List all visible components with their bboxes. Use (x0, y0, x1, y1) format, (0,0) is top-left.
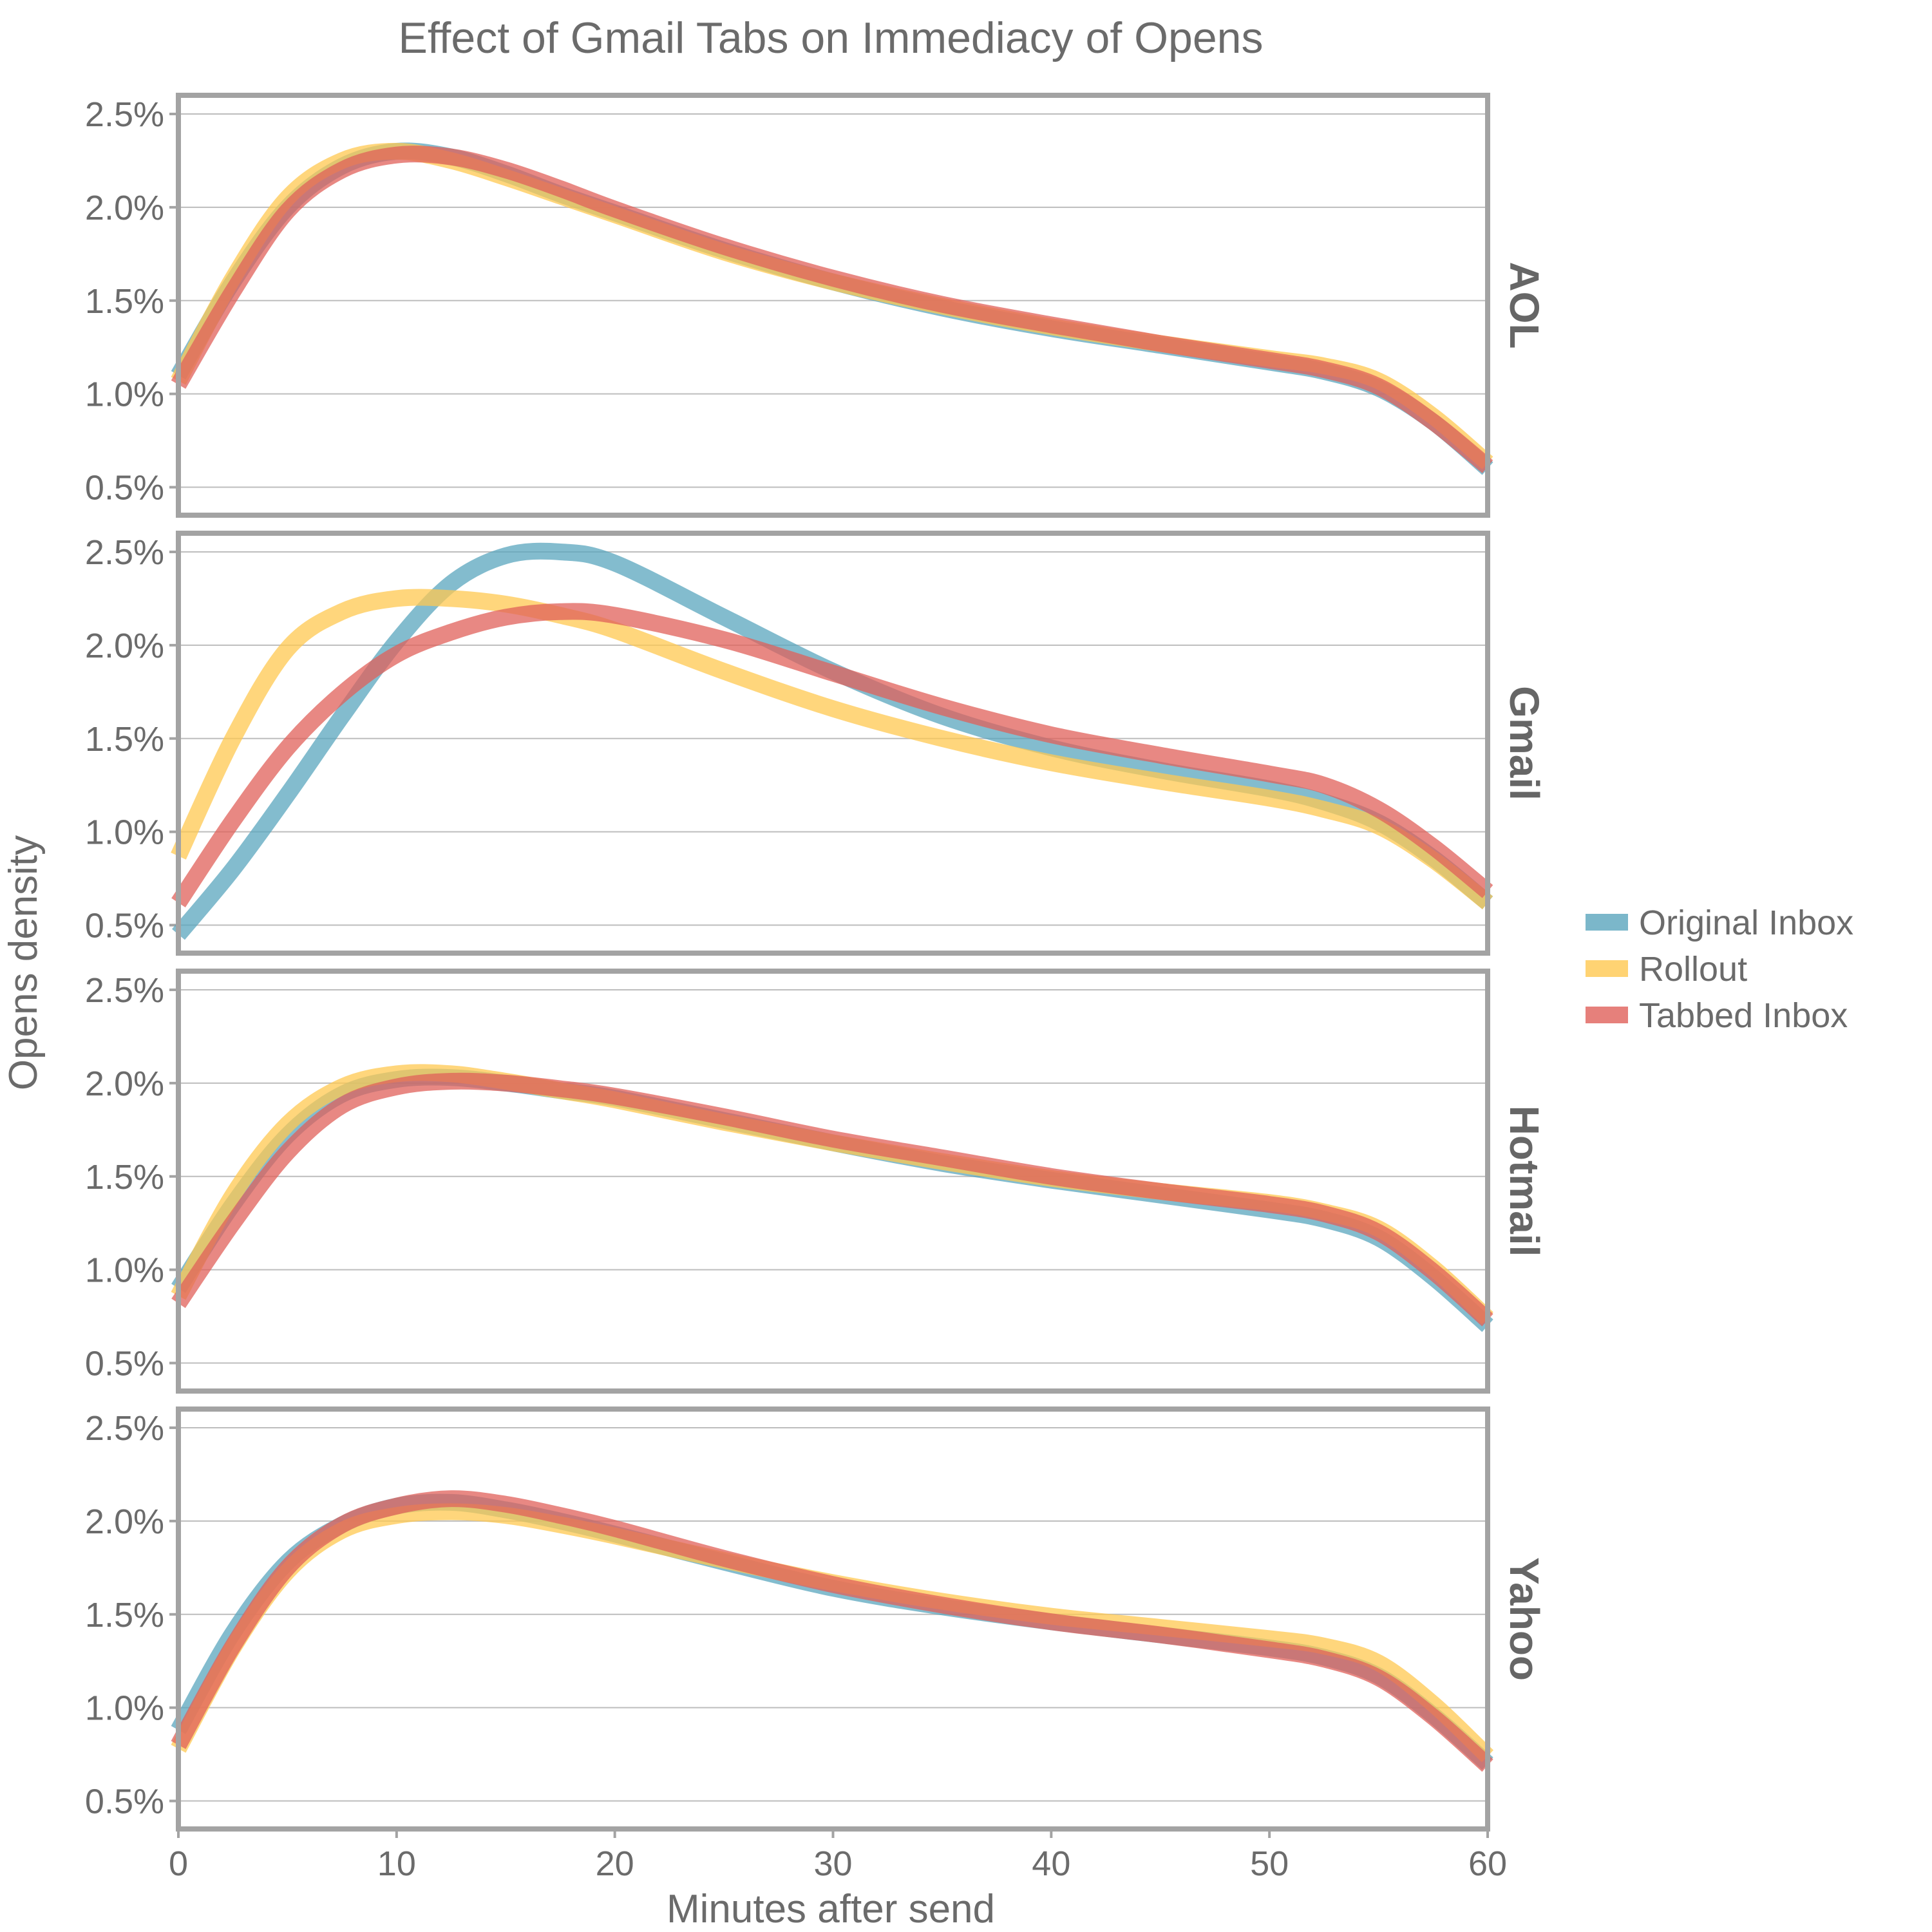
series-line-tabbed-inbox (171, 1490, 1493, 1772)
facet-label: Yahoo (1501, 1557, 1548, 1681)
series-line-tabbed-inbox (171, 146, 1493, 473)
panel-aol: 0.5% 1.0% 1.5% 2.0% 2.5% AOL (85, 93, 1548, 518)
panel-frame (176, 531, 1490, 956)
y-tick-label: 1.5% (85, 1596, 164, 1634)
y-tick-label: 1.0% (85, 1689, 164, 1728)
y-tick-label: 2.5% (85, 95, 164, 134)
series-line-tabbed-inbox (171, 603, 1493, 907)
chart-title: Effect of Gmail Tabs on Immediacy of Ope… (399, 14, 1264, 62)
y-tick-label: 0.5% (85, 1783, 164, 1821)
y-tick-label: 2.5% (85, 533, 164, 572)
y-tick-label: 1.5% (85, 720, 164, 759)
x-tick-label: 30 (813, 1844, 852, 1883)
panel-hotmail: 0.5% 1.0% 1.5% 2.0% 2.5% Hotmail (85, 969, 1548, 1394)
y-tick-label: 2.5% (85, 971, 164, 1010)
series-line-original-inbox (171, 142, 1493, 475)
panel-frame (176, 93, 1490, 518)
facet-label: Gmail (1501, 686, 1548, 800)
y-axis-title: Opens density (1, 835, 46, 1090)
x-tick-label: 40 (1032, 1844, 1070, 1883)
x-tick-label: 0 (169, 1844, 188, 1883)
legend-swatch (1586, 914, 1628, 931)
series-line-rollout (171, 589, 1493, 910)
legend-label: Original Inbox (1639, 904, 1853, 942)
y-tick-label: 0.5% (85, 907, 164, 945)
x-tick-label: 10 (377, 1844, 416, 1883)
panel-frame (176, 969, 1490, 1394)
series-line-tabbed-inbox (171, 1072, 1493, 1327)
legend-swatch (1586, 1007, 1628, 1023)
legend-label: Tabbed Inbox (1639, 996, 1848, 1035)
y-tick-label: 2.5% (85, 1409, 164, 1448)
panel-frame (176, 1406, 1490, 1832)
series-line-rollout (171, 142, 1493, 469)
y-tick-label: 2.0% (85, 627, 164, 665)
panel-gmail: 0.5% 1.0% 1.5% 2.0% 2.5% Gmail (85, 531, 1548, 956)
legend-swatch (1586, 960, 1628, 977)
y-tick-label: 1.0% (85, 1251, 164, 1290)
legend-label: Rollout (1639, 950, 1747, 989)
y-tick-label: 2.0% (85, 1065, 164, 1103)
y-tick-label: 1.0% (85, 813, 164, 852)
y-tick-label: 2.0% (85, 1502, 164, 1541)
series-line-rollout (171, 1503, 1494, 1763)
y-tick-label: 2.0% (85, 189, 164, 227)
facet-label: AOL (1501, 261, 1548, 348)
legend: Original Inbox Rollout Tabbed Inbox (1586, 904, 1853, 1035)
panel-yahoo: 0.5% 1.0% 1.5% 2.0% 2.5% Yahoo (85, 1406, 1548, 1832)
x-tick-label: 20 (596, 1844, 634, 1883)
facet-label: Hotmail (1501, 1106, 1548, 1257)
y-tick-label: 0.5% (85, 1345, 164, 1383)
x-tick-label: 60 (1468, 1844, 1507, 1883)
y-tick-label: 1.5% (85, 282, 164, 321)
x-axis-title: Minutes after send (667, 1887, 995, 1931)
y-tick-label: 0.5% (85, 469, 164, 507)
facet-panels: 0.5% 1.0% 1.5% 2.0% 2.5% AOL 0.5% 1.0% 1.5% 2.0% 2… (85, 93, 1548, 1883)
y-tick-label: 1.5% (85, 1158, 164, 1197)
series-line-rollout (171, 1064, 1493, 1325)
x-tick-label: 50 (1250, 1844, 1289, 1883)
y-tick-label: 1.0% (85, 375, 164, 414)
